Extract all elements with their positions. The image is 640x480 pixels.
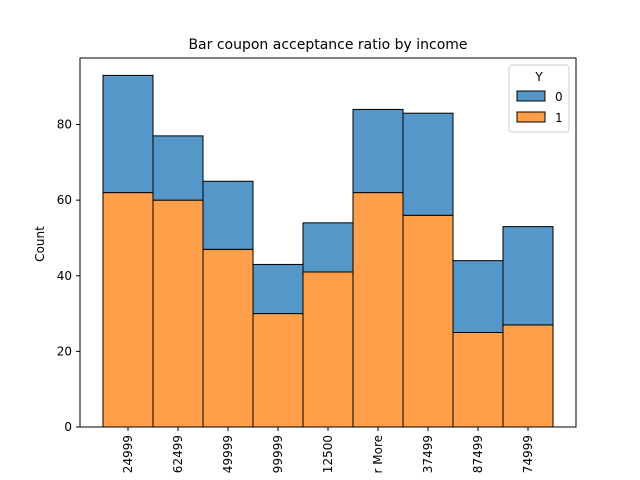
bar-segment-y1-8 bbox=[502, 324, 554, 428]
bar-segment-y1-1 bbox=[152, 199, 204, 428]
bar-segment-y1-7 bbox=[452, 331, 504, 428]
bar-segment-y1-2 bbox=[202, 248, 254, 428]
x-tick-label: r More bbox=[371, 435, 385, 474]
bar-segment-y1-5 bbox=[352, 192, 404, 428]
bar-segment-y0-5 bbox=[352, 108, 404, 194]
y-tick-label: 60 bbox=[57, 193, 72, 207]
bar-segment-y0-8 bbox=[502, 226, 554, 326]
legend-swatch-1 bbox=[516, 111, 546, 123]
x-tick-label: 12500 bbox=[321, 435, 335, 473]
bar-segment-y0-7 bbox=[452, 260, 504, 333]
axes-group: 0 20 40 60 80 24999 62499 49999 99999 12500 r More… bbox=[57, 57, 577, 474]
x-tick-label: 87499 bbox=[471, 435, 485, 473]
bar-segment-y0-3 bbox=[252, 263, 304, 315]
x-tick-label: 99999 bbox=[271, 435, 285, 473]
legend-label-1: 1 bbox=[555, 111, 563, 125]
y-tick-label: 0 bbox=[64, 420, 72, 434]
x-tick-label: 37499 bbox=[421, 435, 435, 473]
bar-segment-y1-3 bbox=[252, 313, 304, 428]
x-tick-label: 49999 bbox=[221, 435, 235, 473]
bar-segment-y1-0 bbox=[102, 192, 154, 428]
legend: Y0 1 bbox=[508, 64, 570, 133]
bar-segment-y0-0 bbox=[102, 74, 154, 194]
bars-group bbox=[102, 74, 554, 428]
legend-swatch-0 bbox=[516, 90, 546, 102]
y-tick-label: 40 bbox=[57, 269, 72, 283]
bar-segment-y1-4 bbox=[302, 271, 354, 428]
bar-segment-y0-6 bbox=[402, 112, 454, 216]
bar-segment-y0-4 bbox=[302, 222, 354, 273]
bar-segment-y1-6 bbox=[402, 214, 454, 428]
legend-label-0: 0 bbox=[555, 90, 563, 104]
chart-title: Bar coupon acceptance ratio by income bbox=[188, 37, 467, 53]
legend-title: Y bbox=[534, 70, 543, 84]
x-tick-label: 74999 bbox=[521, 435, 535, 473]
bar-segment-y0-1 bbox=[152, 135, 204, 201]
y-axis-label: Count bbox=[33, 226, 47, 262]
y-tick-label: 80 bbox=[57, 118, 72, 132]
y-tick-label: 20 bbox=[57, 344, 72, 358]
x-tick-label: 62499 bbox=[171, 435, 185, 473]
x-tick-label: 24999 bbox=[121, 435, 135, 473]
bar-segment-y0-2 bbox=[202, 180, 254, 250]
